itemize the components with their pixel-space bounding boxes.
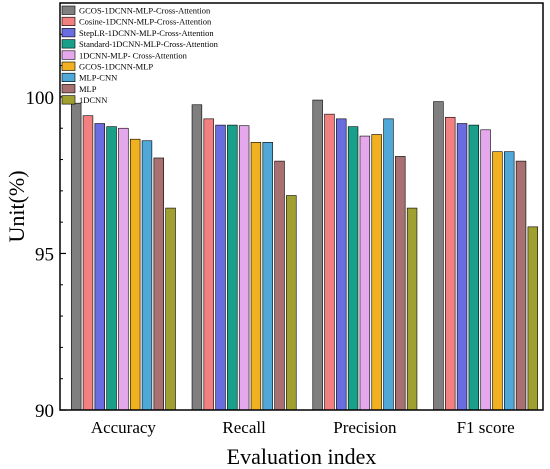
bar-precision-series-4 <box>347 126 359 411</box>
x-axis-label: Evaluation index <box>227 444 377 469</box>
bars-group <box>70 99 539 411</box>
bar-recall-series-3 <box>215 124 226 411</box>
y-tick-label: 90 <box>35 401 54 422</box>
legend-label: MLP-CNN <box>79 73 117 83</box>
bar-f1-score-series-7 <box>504 151 515 411</box>
x-tick-label: Recall <box>222 418 266 437</box>
bar-precision-series-6 <box>371 134 382 411</box>
bar-f1-score-series-5 <box>480 129 491 411</box>
bar-f1-score-series-6 <box>492 151 503 411</box>
legend-label: Standard-1DCNN-MLP-Cross-Attention <box>79 39 219 49</box>
bar-precision-series-9 <box>406 207 418 411</box>
legend-swatch <box>61 16 76 27</box>
legend-swatch <box>61 5 76 15</box>
bar-recall-series-4 <box>227 124 238 411</box>
bar-accuracy-series-2 <box>82 115 94 411</box>
legend: GCOS-1DCNN-MLP-Cross-AttentionCosine-1DC… <box>61 5 219 105</box>
bar-accuracy-series-1 <box>70 102 82 411</box>
bar-f1-score-series-2 <box>445 116 456 411</box>
bar-f1-score-series-9 <box>527 226 539 411</box>
legend-swatch <box>61 50 76 60</box>
bar-recall-series-6 <box>250 142 262 411</box>
bar-precision-series-5 <box>359 135 371 411</box>
bar-recall-series-1 <box>191 104 203 411</box>
bar-precision-series-8 <box>395 156 406 411</box>
legend-label: 1DCNN <box>79 95 107 105</box>
bar-f1-score-series-1 <box>433 101 444 411</box>
y-axis-label: Unit(%) <box>4 170 29 242</box>
legend-swatch <box>61 28 76 38</box>
bar-f1-score-series-8 <box>515 160 527 411</box>
legend-label: GCOS-1DCNN-MLP <box>79 62 153 72</box>
y-ticks-group: 90 95 100 <box>26 33 66 422</box>
bar-accuracy-series-8 <box>153 157 164 411</box>
legend-label: GCOS-1DCNN-MLP-Cross-Attention <box>79 6 211 16</box>
bar-accuracy-series-4 <box>106 126 117 411</box>
legend-label: 1DCNN-MLP- Cross-Attention <box>79 50 188 60</box>
legend-label: Cosine-1DCNN-MLP-Cross-Attention <box>79 17 212 27</box>
bar-accuracy-series-9 <box>165 207 176 411</box>
y-tick-label: 95 <box>35 244 54 265</box>
bar-recall-series-8 <box>274 160 285 411</box>
x-tick-label: Precision <box>333 418 397 437</box>
bar-accuracy-series-3 <box>94 123 105 411</box>
x-labels-group: Accuracy Recall Precision F1 score <box>91 418 515 437</box>
bar-accuracy-series-5 <box>118 127 129 411</box>
legend-swatch <box>61 72 76 82</box>
bar-recall-series-2 <box>203 118 214 411</box>
bar-precision-series-3 <box>336 118 347 411</box>
bar-f1-score-series-4 <box>468 124 480 411</box>
bar-recall-series-9 <box>286 195 297 411</box>
bar-f1-score-series-3 <box>456 123 468 411</box>
bar-precision-series-2 <box>324 113 335 411</box>
bar-precision-series-1 <box>312 99 323 411</box>
bar-recall-series-5 <box>238 125 250 411</box>
legend-swatch <box>61 61 76 71</box>
bar-accuracy-series-7 <box>141 140 153 411</box>
legend-swatch <box>61 84 76 94</box>
plot-frame <box>59 2 544 411</box>
legend-swatch <box>61 95 76 105</box>
x-tick-label: Accuracy <box>91 418 157 437</box>
x-tick-label: F1 score <box>457 418 515 437</box>
legend-swatch <box>61 39 76 49</box>
legend-label: StepLR-1DCNN-MLP-Cross-Attention <box>79 28 214 38</box>
y-tick-label: 100 <box>26 88 55 109</box>
legend-label: MLP <box>79 84 97 94</box>
bar-accuracy-series-6 <box>129 138 141 411</box>
bar-precision-series-7 <box>383 118 394 411</box>
bar-recall-series-7 <box>262 142 273 411</box>
